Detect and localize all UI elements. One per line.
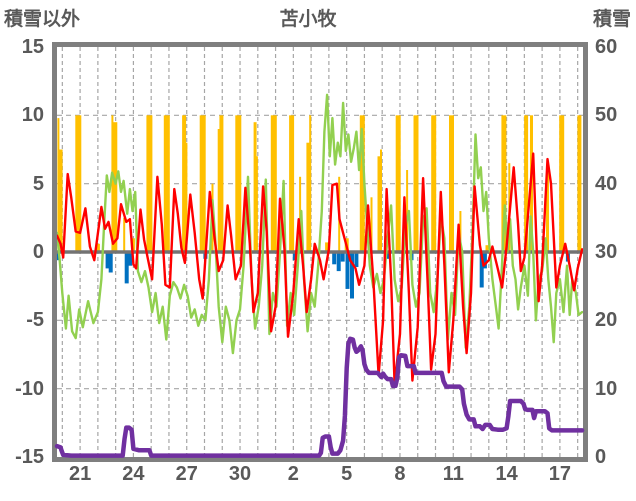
orange-bars-bar: [546, 170, 549, 252]
orange-bars-bar: [199, 115, 206, 252]
blue-bars-bar: [354, 252, 359, 267]
green-line: [55, 93, 584, 355]
right-axis-tick-label: 0: [595, 446, 607, 468]
blue-bars-bar: [345, 252, 350, 289]
orange-bars-bar: [309, 115, 312, 252]
orange-bars-bar: [524, 115, 529, 252]
blue-bars-bar: [124, 252, 129, 284]
orange-bars-bar: [289, 115, 295, 252]
x-axis-tick-label: 2: [287, 463, 299, 485]
orange-bars-bar: [182, 115, 187, 252]
orange-bars-bar: [75, 115, 82, 252]
left-axis-tick-label: 15: [21, 36, 44, 58]
blue-bars-bar: [482, 252, 487, 269]
right-axis-tick-label: 60: [595, 36, 618, 58]
orange-bars-bar: [123, 217, 126, 252]
blue-bars-bar: [55, 252, 60, 261]
orange-bars-bar: [185, 142, 188, 252]
orange-bars-bar: [406, 170, 409, 252]
x-axis-tick-label: 24: [122, 463, 145, 485]
orange-bars-bar: [325, 242, 330, 252]
left-axis-tick-label: -10: [15, 377, 44, 400]
right-axis-tick-label: 30: [595, 241, 618, 263]
orange-bars-bar: [217, 129, 220, 252]
orange-bars-bar: [57, 118, 60, 252]
blue-bars-bar: [479, 252, 484, 288]
orange-bars-bar: [146, 115, 153, 252]
blue-bars-bar: [336, 252, 341, 272]
blue-bars-bar: [340, 252, 345, 262]
blue-bars-bar: [385, 252, 390, 259]
orange-bars-bar: [501, 115, 507, 252]
chart-title: 苫小牧: [279, 9, 337, 30]
left-axis-tick-label: 5: [32, 172, 44, 195]
orange-bars-bar: [413, 115, 419, 252]
x-axis-tick-label: 5: [341, 463, 353, 485]
orange-bars-bar: [253, 122, 257, 252]
red-line: [55, 152, 584, 386]
left-axis-tick-label: -5: [26, 309, 44, 332]
orange-bars-bar: [459, 211, 462, 252]
blue-bars-bar: [332, 252, 337, 265]
left-axis-tick-label: 10: [21, 104, 44, 127]
orange-bars-bar: [306, 142, 311, 252]
purple-line-snow-depth: [54, 336, 585, 458]
x-axis-tick-label: 27: [175, 463, 198, 485]
right-axis-tick-label: 50: [595, 104, 618, 127]
orange-bars-bar: [112, 122, 118, 252]
blue-bars-bar: [350, 252, 354, 299]
orange-bars-bar: [380, 149, 382, 252]
orange-bars-bar: [377, 156, 381, 252]
blue-bars-bar: [105, 252, 110, 269]
x-axis-tick-label: 8: [394, 463, 406, 485]
blue-bars-bar: [128, 252, 133, 266]
right-axis-tick-label: 40: [595, 172, 618, 195]
orange-bars-bar: [485, 245, 489, 252]
orange-bars-bar: [58, 149, 63, 252]
x-axis-tick-label: 14: [495, 463, 518, 485]
right-axis-title: 積雪: [592, 9, 631, 30]
orange-bars-bar: [255, 156, 258, 252]
blue-bars-bar: [108, 252, 113, 273]
orange-bars-bar: [395, 115, 401, 252]
orange-bars-bar: [163, 115, 170, 252]
orange-bars-bar: [131, 238, 135, 252]
orange-bars-bar: [219, 115, 224, 252]
orange-bars-bar: [270, 115, 277, 252]
orange-bars-bar: [577, 115, 582, 252]
left-axis-tick-label: 0: [32, 241, 44, 263]
x-axis-tick-label: 30: [228, 463, 252, 485]
orange-bars-bar: [449, 115, 454, 252]
right-axis-tick-label: 20: [595, 309, 618, 332]
orange-bars-bar: [431, 115, 437, 252]
x-axis-tick-label: 21: [68, 463, 92, 485]
x-axis-tick-label: 11: [442, 463, 464, 485]
orange-bars-bar: [95, 243, 100, 252]
x-axis-tick-label: 17: [548, 463, 572, 485]
orange-bars-bar: [370, 197, 373, 252]
plot-border: [52, 42, 588, 462]
orange-bars-bar: [359, 115, 365, 252]
left-axis-tick-label: -15: [15, 446, 44, 468]
left-axis-title: 積雪以外: [4, 9, 81, 30]
orange-bars-bar: [559, 115, 565, 252]
orange-bars-bar: [235, 115, 242, 252]
right-axis-tick-label: 10: [595, 377, 618, 400]
